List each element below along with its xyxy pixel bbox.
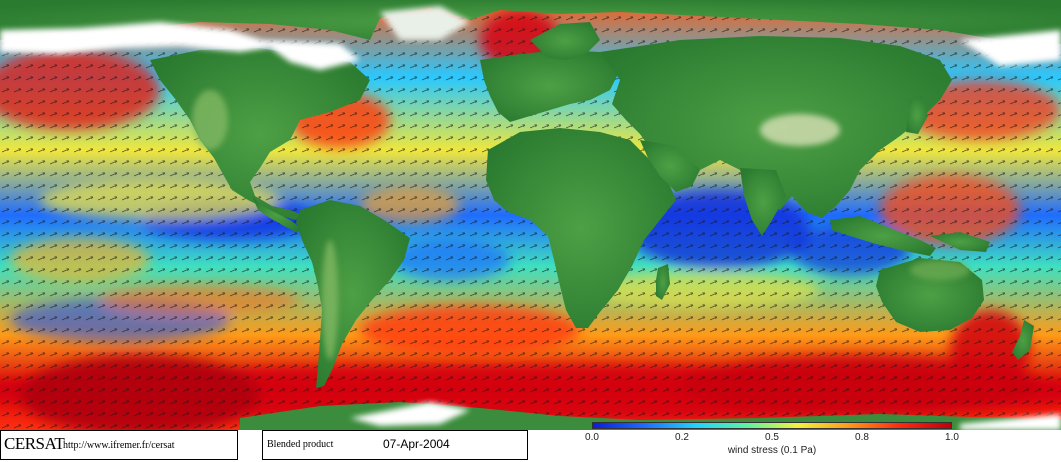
product-name: Blended product	[267, 439, 334, 450]
product-date: 07-Apr-2004	[383, 437, 450, 451]
cersat-url: http://www.ifremer.fr/cersat	[63, 440, 175, 451]
cersat-label-box: CERSAT http://www.ifremer.fr/cersat	[0, 430, 238, 460]
wind-stress-map	[0, 0, 1061, 430]
colorbar-tick: 0.2	[675, 432, 689, 443]
colorbar-title: wind stress (0.1 Pa)	[727, 445, 817, 456]
colorbar-gradient	[592, 422, 952, 429]
cersat-logo: CERSAT	[4, 434, 65, 453]
colorbar-legend: 0.0 0.2 0.5 0.8 1.0 wind stress (0.1 Pa)	[585, 422, 959, 462]
sea-ice	[0, 6, 1061, 430]
colorbar-tick: 0.5	[765, 432, 779, 443]
colorbar-tick: 0.0	[585, 432, 599, 443]
colorbar-tick: 0.8	[855, 432, 869, 443]
highlands	[192, 90, 970, 360]
product-label-box: Blended product 07-Apr-2004	[262, 430, 528, 460]
colorbar-tick: 1.0	[945, 432, 959, 443]
